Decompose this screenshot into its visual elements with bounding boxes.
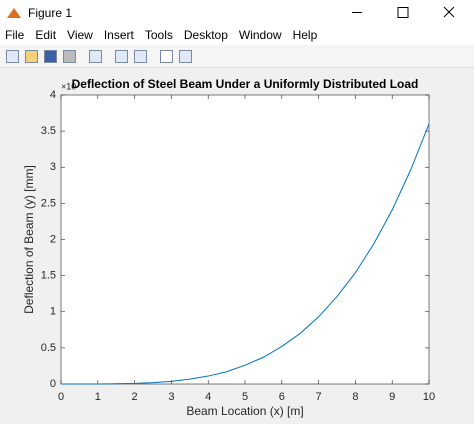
- y-tick-label: 0: [50, 378, 56, 390]
- x-tick-label: 1: [95, 391, 101, 403]
- menu-item[interactable]: Window: [238, 28, 282, 42]
- y-tick-label: 4: [50, 89, 56, 101]
- y-tick-label: 3: [50, 161, 56, 173]
- x-tick-label: 10: [423, 391, 435, 403]
- menu-item[interactable]: Edit: [35, 28, 57, 42]
- chart: 00.511.522.533.540 1 2 3 4 5 6 7 8 9 10×10Deflecti…: [22, 77, 435, 418]
- x-tick-label: 3: [168, 391, 174, 403]
- y-tick-label: 1.5: [41, 270, 56, 282]
- legend-icon[interactable]: [134, 49, 147, 63]
- menu-item[interactable]: Desktop: [183, 28, 228, 42]
- pointer-icon[interactable]: [160, 49, 173, 63]
- menu-item[interactable]: Help: [292, 28, 318, 42]
- x-tick-label: 5: [242, 391, 248, 403]
- y-tick-label: 0.5: [41, 342, 56, 354]
- data-line: [61, 123, 430, 385]
- app-icon: [7, 7, 21, 18]
- plot-area: [60, 94, 430, 385]
- colorbar-icon[interactable]: [115, 49, 128, 63]
- x-tick-label: 9: [389, 391, 395, 403]
- title-bar: Figure 1: [0, 0, 474, 25]
- open-icon[interactable]: [25, 49, 38, 63]
- y-tick-label: 3.5: [41, 125, 56, 137]
- menu-item[interactable]: Tools: [144, 28, 173, 42]
- chart-title: Deflection of Steel Beam Under a Uniform…: [72, 77, 419, 91]
- y-tick-label: 2: [50, 233, 56, 245]
- x-tick-label: 7: [316, 391, 322, 403]
- x-tick-label: 6: [279, 391, 285, 403]
- print-icon[interactable]: [63, 49, 76, 63]
- y-tick-label: 2.5: [41, 197, 56, 209]
- y-tick-label: 1: [50, 306, 56, 318]
- x-tick-label: 8: [352, 391, 358, 403]
- menu-bar: File Edit View Insert Tools Desktop Window Help: [0, 25, 474, 45]
- x-tick-label: 0: [58, 391, 64, 403]
- y-exponent: ×10: [61, 81, 76, 91]
- new-icon[interactable]: [6, 49, 19, 63]
- menu-item[interactable]: View: [67, 28, 93, 42]
- save-icon[interactable]: [44, 49, 57, 63]
- property-icon[interactable]: [179, 49, 192, 63]
- x-tick-label: 2: [132, 391, 138, 403]
- menu-item[interactable]: Insert: [103, 28, 134, 42]
- toolbar: [0, 45, 474, 68]
- x-axis-label: Beam Location (x) [m]: [186, 404, 303, 418]
- y-axis-label: Deflection of Beam (y) [mm]: [22, 165, 36, 314]
- x-tick-label: 4: [205, 391, 211, 403]
- link-icon[interactable]: [89, 49, 102, 63]
- window-controls[interactable]: [334, 0, 474, 25]
- window-title: Figure 1: [28, 5, 73, 20]
- menu-item[interactable]: File: [5, 28, 25, 42]
